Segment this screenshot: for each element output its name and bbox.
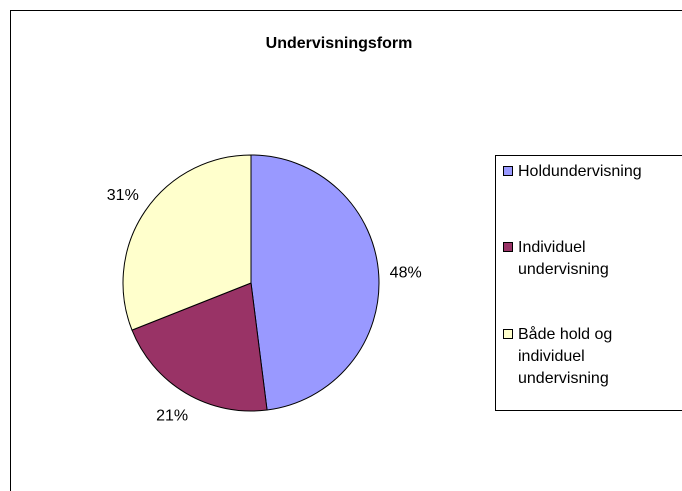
legend-box [495, 155, 682, 411]
chart-title: Undervisningsform [266, 35, 413, 52]
pie-slice [131, 282, 268, 412]
legend-label: Holdundervisning [518, 163, 642, 180]
legend-swatch [503, 166, 513, 176]
legend-swatch [503, 329, 513, 339]
data-label: 21% [156, 408, 188, 425]
data-label: 48% [390, 264, 422, 281]
data-label: 31% [107, 187, 139, 204]
pie-slice [122, 154, 252, 331]
legend-label: Både hold og individuel undervisning [518, 326, 613, 387]
legend-label: Individuel undervisning [518, 239, 609, 278]
pie-slice [250, 154, 380, 411]
legend-swatch [503, 242, 513, 252]
